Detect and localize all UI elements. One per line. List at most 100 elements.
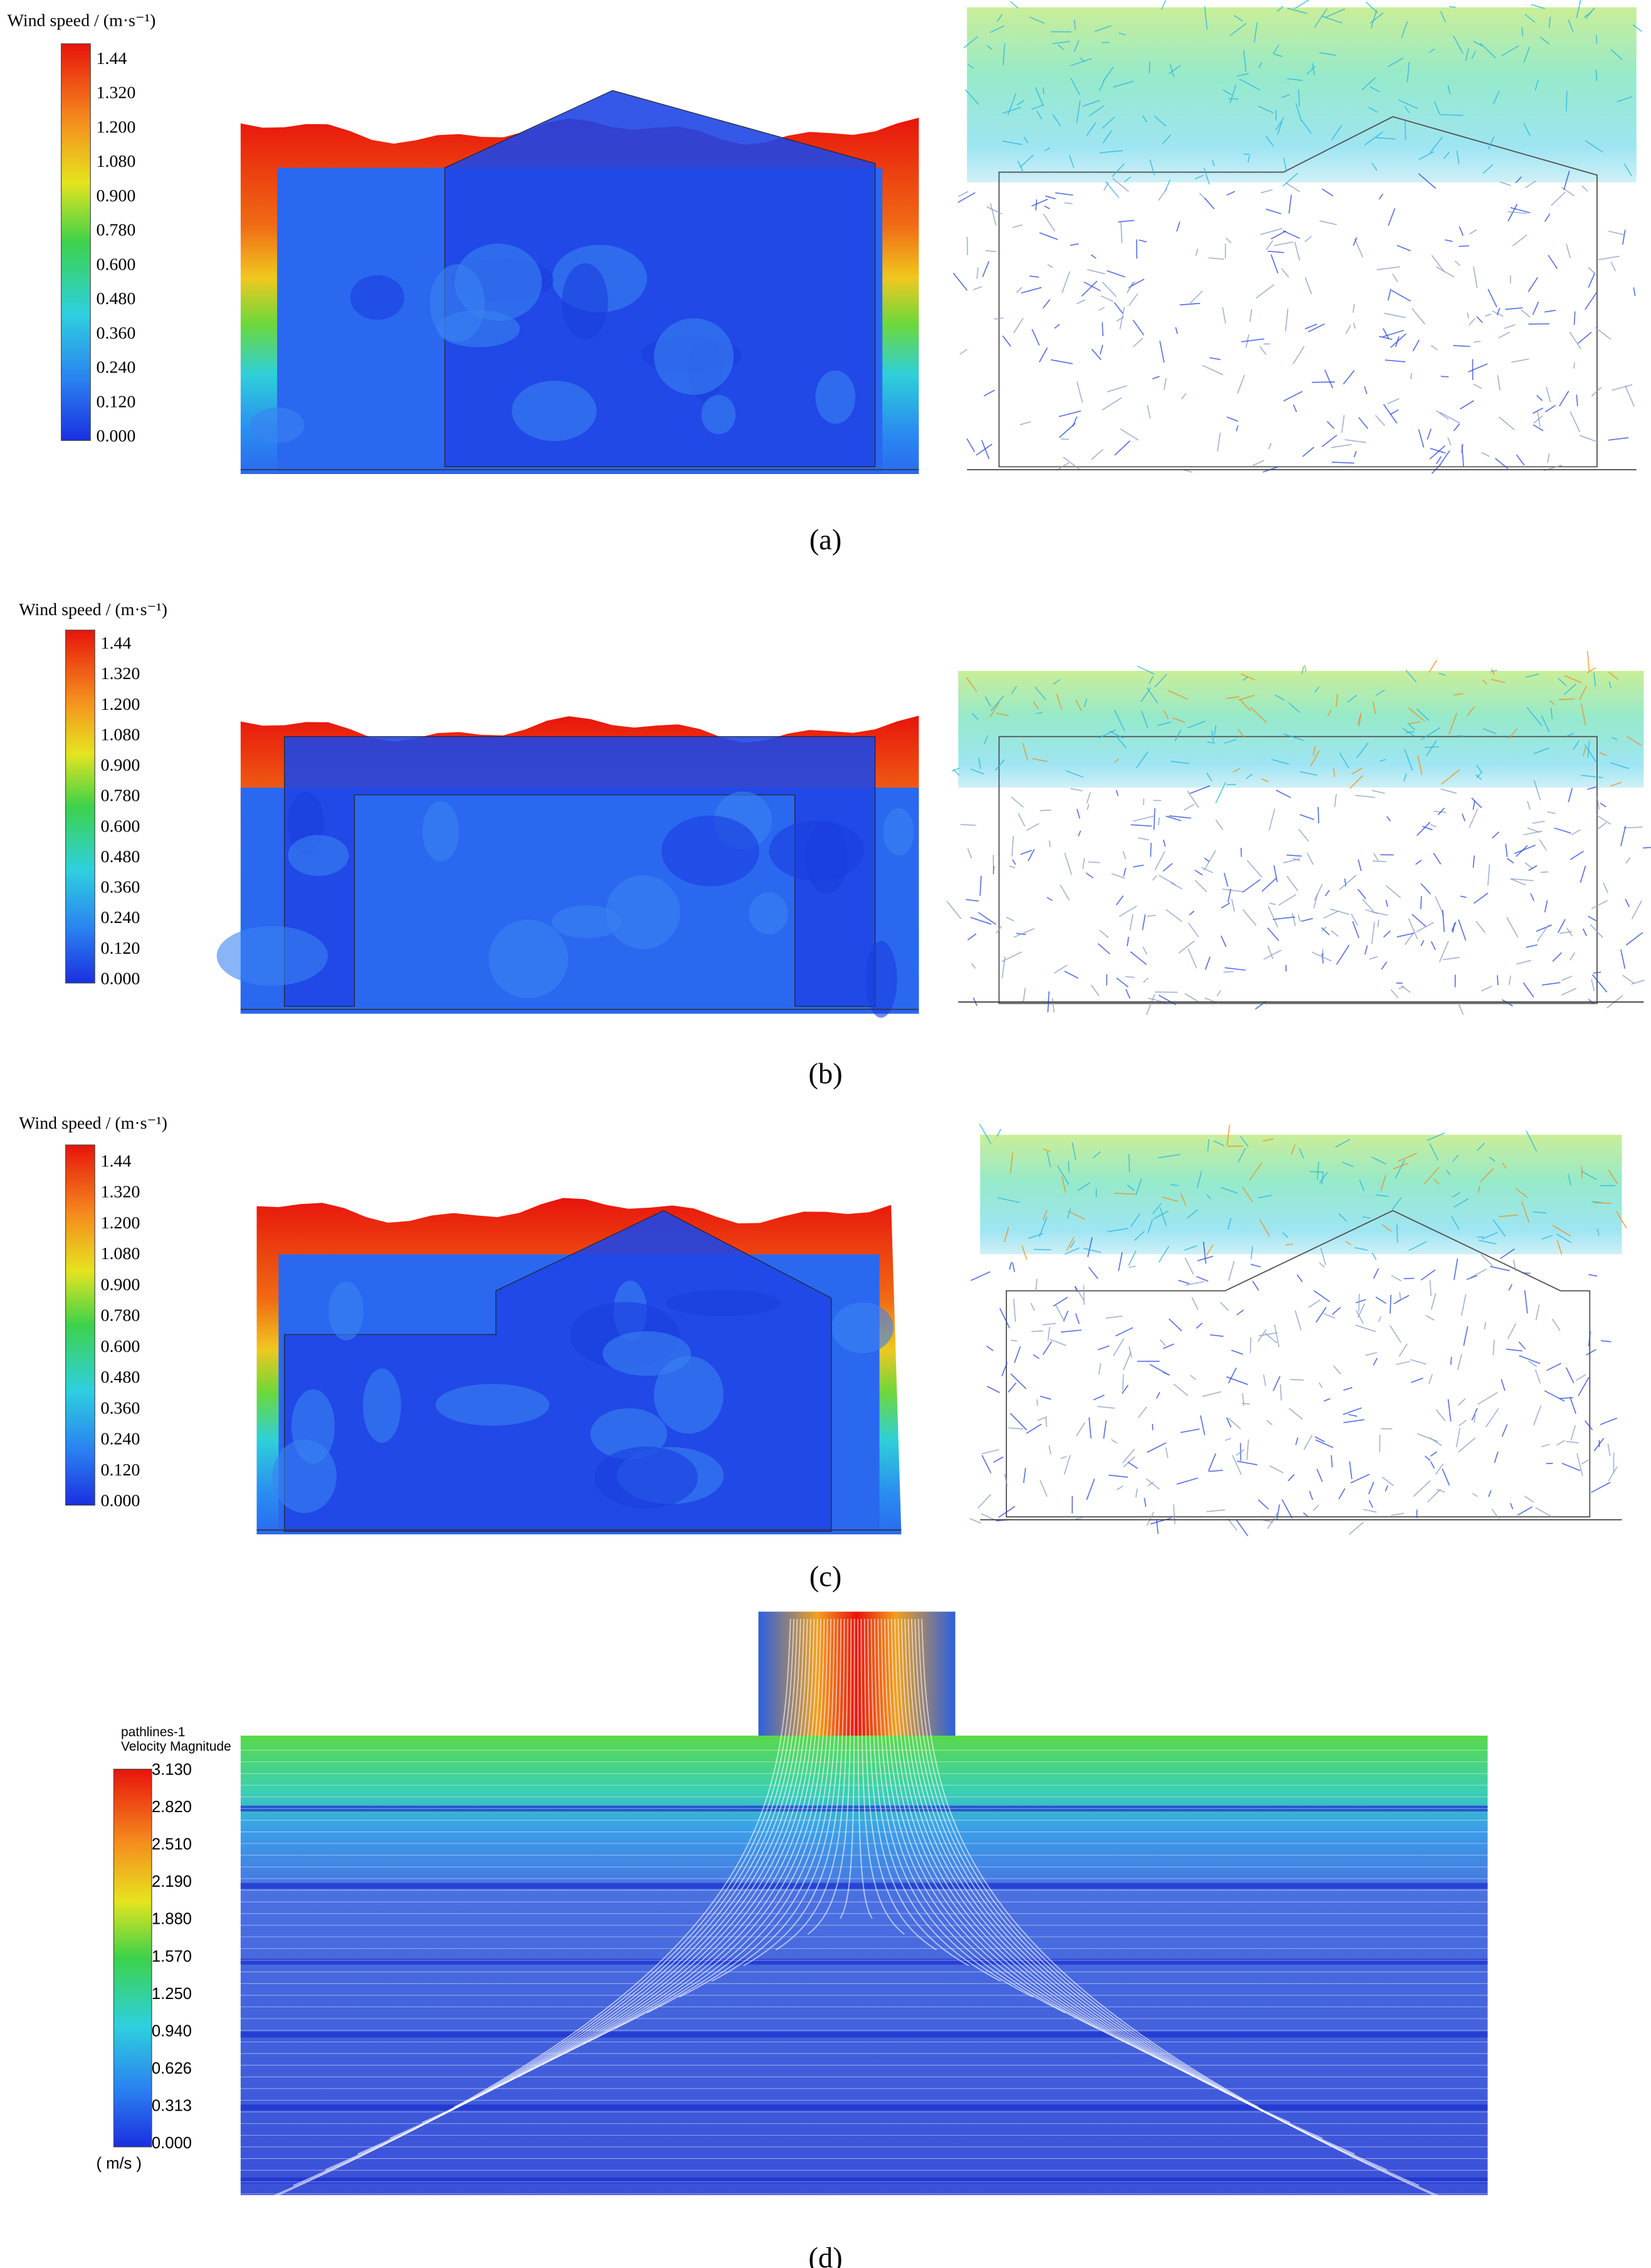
velocity-vector (1350, 1474, 1370, 1484)
velocity-vector (1270, 254, 1279, 274)
velocity-vector (1349, 1461, 1353, 1479)
velocity-vector (1410, 1359, 1427, 1365)
velocity-vector (1533, 779, 1541, 801)
legend-tick-label: 0.120 (100, 1460, 140, 1480)
velocity-vector (1550, 707, 1553, 719)
velocity-vector (1042, 1341, 1052, 1356)
contour-blob (661, 815, 759, 887)
velocity-vector (1172, 717, 1186, 723)
velocity-vector (1406, 731, 1415, 734)
velocity-vector (1321, 927, 1330, 936)
velocity-vector (1283, 391, 1303, 402)
velocity-vector (1236, 1309, 1245, 1316)
velocity-vector (1154, 991, 1178, 993)
velocity-vector (1179, 302, 1200, 306)
velocity-vector (1408, 918, 1418, 939)
velocity-vector (1473, 892, 1489, 904)
velocity-vector (1259, 1219, 1270, 1237)
velocity-vector (1473, 40, 1483, 47)
velocity-vector (1430, 448, 1446, 454)
velocity-vector (1482, 679, 1487, 685)
velocity-vector (1473, 266, 1478, 288)
velocity-vector (1587, 741, 1590, 758)
velocity-vector (1364, 386, 1368, 394)
velocity-vector (1292, 404, 1297, 413)
legend-tick-label: 0.240 (97, 358, 136, 377)
velocity-vector (1481, 451, 1490, 457)
velocity-vector (1260, 189, 1273, 194)
velocity-vector (1591, 979, 1595, 991)
velocity-vector (1457, 1354, 1462, 1370)
velocity-vector (1438, 672, 1446, 676)
velocity-vector (1203, 850, 1216, 871)
velocity-vector (1442, 956, 1460, 961)
color-bar (65, 1144, 95, 1506)
velocity-vector (996, 926, 1003, 934)
velocity-vector (1089, 1417, 1092, 1438)
velocity-vector (1381, 961, 1388, 970)
velocity-vector (1221, 888, 1244, 892)
velocity-vector (1379, 759, 1386, 762)
velocity-vector (1226, 1417, 1232, 1428)
velocity-vector (1559, 391, 1569, 407)
velocity-vector (1099, 78, 1105, 92)
velocity-vector (1236, 1449, 1245, 1456)
velocity-vector (1390, 989, 1399, 998)
contour-blob (216, 926, 328, 986)
velocity-vector (1436, 410, 1449, 420)
velocity-vector (1469, 1268, 1487, 1279)
velocity-vector (1259, 345, 1267, 356)
velocity-vector (1442, 909, 1445, 932)
legend-tick-label: 0.360 (100, 1398, 140, 1418)
velocity-vector (1045, 195, 1056, 199)
velocity-vector (1501, 45, 1519, 56)
velocity-vector (1195, 870, 1203, 876)
velocity-vector (1342, 1407, 1362, 1415)
velocity-vector (1516, 845, 1528, 857)
velocity-vector (1453, 345, 1470, 347)
velocity-vector (1588, 272, 1596, 288)
pathline (857, 1618, 873, 1919)
velocity-vector (1044, 147, 1050, 152)
velocity-vector (1099, 729, 1116, 739)
velocity-vector (1430, 1451, 1438, 1457)
velocity-vector (967, 63, 974, 69)
velocity-vector (1272, 916, 1295, 920)
pathline (900, 1618, 1291, 2124)
velocity-vector (1358, 417, 1369, 430)
velocity-vector (1329, 908, 1350, 915)
velocity-vector (1588, 266, 1596, 275)
velocity-vector (1603, 882, 1608, 893)
velocity-vector (1286, 875, 1299, 892)
legend-tick-label: 1.200 (100, 1213, 140, 1233)
velocity-vector (1286, 854, 1302, 857)
velocity-vector (1502, 999, 1513, 1007)
velocity-vector (990, 695, 1005, 712)
velocity-vector (1467, 312, 1469, 319)
velocity-vector (1152, 376, 1160, 380)
velocity-vector (1469, 317, 1476, 325)
velocity-vector (1265, 240, 1274, 250)
velocity-vector (1480, 1253, 1494, 1267)
velocity-vector (1004, 1474, 1008, 1486)
velocity-vector (1203, 1242, 1206, 1264)
pathline (867, 1618, 969, 1966)
velocity-vector (1277, 121, 1282, 135)
vector-top (967, 7, 1637, 182)
velocity-vector (1022, 742, 1028, 761)
velocity-vector (1227, 889, 1232, 903)
velocity-vector (1363, 1509, 1377, 1513)
velocity-vector (1411, 1378, 1423, 1383)
velocity-vector (1169, 63, 1175, 77)
velocity-vector (1501, 1379, 1506, 1391)
velocity-vector (1261, 877, 1277, 892)
velocity-vector (1003, 107, 1021, 114)
pathline (880, 1618, 1098, 2029)
velocity-vector (1556, 1240, 1563, 1255)
velocity-vector (1477, 1392, 1498, 1405)
velocity-vector (1381, 1224, 1392, 1232)
velocity-vector (1524, 1495, 1534, 1503)
velocity-vector (1625, 932, 1643, 946)
color-bar (113, 1768, 152, 2148)
velocity-vector (1353, 303, 1355, 313)
